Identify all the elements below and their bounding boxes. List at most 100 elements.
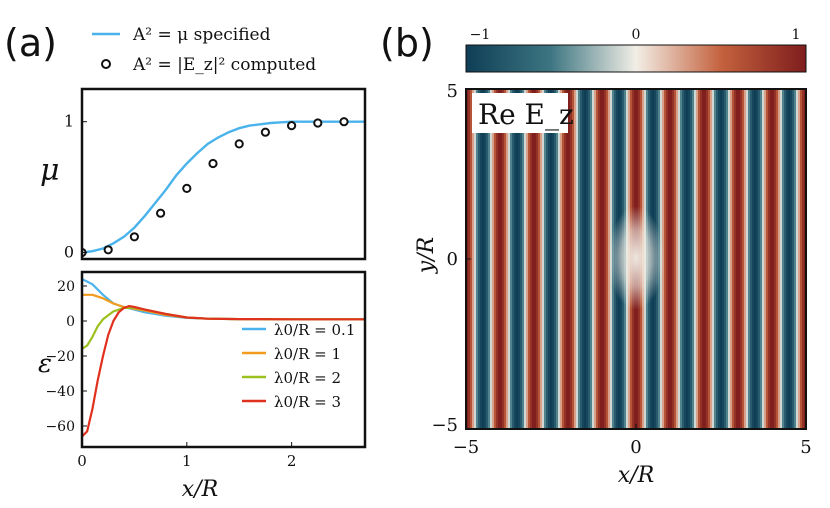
heatmap-xtick-label: 5: [800, 437, 811, 458]
axes-mu: 01 μ: [40, 87, 367, 261]
heatmap-ytick-label: 0: [447, 249, 458, 270]
heatmap-column: [716, 89, 719, 429]
epsilon-ytick-label: −40: [45, 384, 75, 400]
mu-computed-point: [156, 208, 166, 218]
heatmap-column: [802, 89, 805, 429]
heatmap-column: [578, 89, 581, 429]
heatmap-column: [558, 89, 561, 429]
heatmap-column: [552, 89, 555, 429]
epsilon-legend: λ0/R = 0.1 λ0/R = 1 λ0/R = 2 λ0/R = 3: [242, 321, 355, 411]
mu-computed-point: [103, 245, 113, 255]
heatmap-column: [798, 89, 801, 429]
heatmap-column: [778, 89, 781, 429]
epsilon-frame: [80, 270, 367, 449]
heatmap-column: [484, 89, 487, 429]
heatmap-column: [738, 89, 741, 429]
mu-computed-point: [339, 117, 349, 127]
colorbar-tick-label: 0: [632, 27, 641, 43]
heatmap-column: [746, 89, 749, 429]
heatmap-column: [730, 89, 733, 429]
heatmap-column: [504, 89, 507, 429]
heatmap-axes: Re E_z −5 0 5 5 0 −5 x/R y/R: [414, 81, 812, 488]
colorbar-ticks: −1 0 1: [470, 27, 801, 43]
heatmap-column: [744, 89, 747, 429]
heatmap-column: [666, 89, 669, 429]
panel-a-label: (a): [4, 21, 57, 65]
heatmap-column: [596, 89, 599, 429]
heatmap-column: [540, 89, 543, 429]
heatmap-column: [740, 89, 743, 429]
heatmap-column: [476, 89, 479, 429]
heatmap-column: [490, 89, 493, 429]
heatmap-column: [772, 89, 775, 429]
heatmap-column: [562, 89, 565, 429]
epsilon-xlabel: x/R: [182, 477, 218, 502]
heatmap-column: [524, 89, 527, 429]
epsilon-legend-label: λ0/R = 3: [274, 393, 341, 411]
colorbar-gradient: [465, 44, 807, 73]
heatmap-title-box: [472, 93, 568, 133]
heatmap-column: [796, 89, 799, 429]
epsilon-series-line-3: [82, 305, 365, 438]
heatmap-column: [488, 89, 491, 429]
heatmap-column: [526, 89, 529, 429]
heatmap-column: [532, 89, 535, 429]
heatmap-column: [680, 89, 683, 429]
heatmap-x-ticks: −5 0 5: [453, 424, 812, 458]
heatmap-column: [774, 89, 777, 429]
epsilon-legend-label: λ0/R = 1: [274, 345, 341, 363]
heatmap-column: [508, 89, 511, 429]
heatmap-column: [784, 89, 787, 429]
heatmap-column: [580, 89, 583, 429]
mu-computed-point: [234, 139, 244, 149]
heatmap-column: [720, 89, 723, 429]
heatmap-title: Re E_z: [478, 98, 574, 131]
heatmap-column: [498, 89, 501, 429]
heatmap-ytick-label: 5: [447, 81, 458, 102]
heatmap-column: [588, 89, 591, 429]
heatmap-column: [606, 89, 609, 429]
heatmap-column: [542, 89, 545, 429]
epsilon-xtick-label: 0: [77, 452, 87, 470]
heatmap-column: [736, 89, 739, 429]
mu-frame: [80, 87, 367, 261]
heatmap-column: [750, 89, 753, 429]
heatmap-column: [714, 89, 717, 429]
heatmap-column: [678, 89, 681, 429]
heatmap-column: [782, 89, 785, 429]
heatmap-column: [572, 89, 575, 429]
heatmap-column: [672, 89, 675, 429]
heatmap-column: [706, 89, 709, 429]
mu-plot-area: [82, 117, 365, 258]
heatmap-column: [676, 89, 679, 429]
heatmap-column: [482, 89, 485, 429]
heatmap-column: [748, 89, 751, 429]
heatmap-column: [514, 89, 517, 429]
heatmap-column: [522, 89, 525, 429]
heatmap-column: [726, 89, 729, 429]
heatmap-column: [556, 89, 559, 429]
heatmap-column: [602, 89, 605, 429]
heatmap-column: [756, 89, 759, 429]
heatmap-column: [500, 89, 503, 429]
heatmap-column: [674, 89, 677, 429]
heatmap-column: [690, 89, 693, 429]
heatmap-column: [764, 89, 767, 429]
colorbar-tick-label: 1: [792, 27, 801, 43]
heatmap-column: [590, 89, 593, 429]
heatmap-column: [670, 89, 673, 429]
heatmap-column: [548, 89, 551, 429]
heatmap-column: [790, 89, 793, 429]
heatmap-column: [492, 89, 495, 429]
heatmap-column: [682, 89, 685, 429]
heatmap-column: [474, 89, 477, 429]
heatmap-column: [780, 89, 783, 429]
heatmap-column: [566, 89, 569, 429]
heatmap-column: [766, 89, 769, 429]
heatmap-xtick-label: 0: [630, 437, 641, 458]
heatmap-column: [754, 89, 757, 429]
epsilon-ytick-label: −20: [45, 349, 75, 365]
heatmap-column: [786, 89, 789, 429]
heatmap-column: [506, 89, 509, 429]
